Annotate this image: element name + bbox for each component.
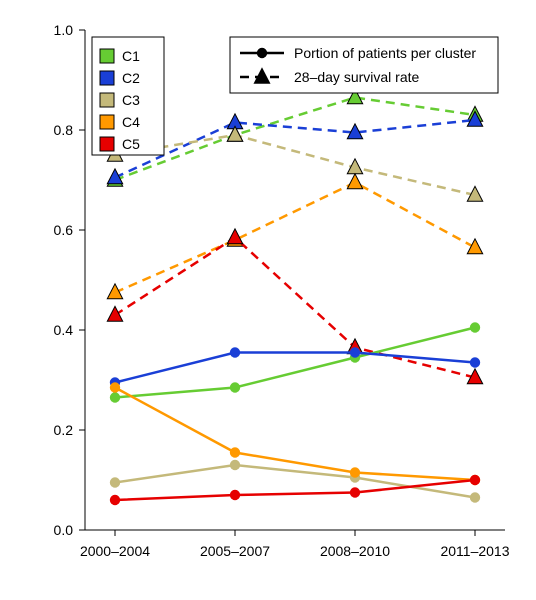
legend-label-c2: C2 (122, 70, 140, 86)
portion-point-c1 (230, 382, 240, 392)
y-tick-label: 0.8 (54, 122, 74, 138)
legend-swatch-c3 (100, 93, 114, 107)
line-chart: 0.0 0.2 0.4 0.6 0.8 1.0 2000–2004 2005–2007 2008… (0, 0, 536, 600)
legend-label-c5: C5 (122, 136, 140, 152)
portion-point-c5 (230, 490, 240, 500)
portion-point-c3 (110, 477, 120, 487)
portion-point-c2 (470, 357, 480, 367)
legend-survival-label: 28–day survival rate (294, 69, 420, 85)
legend-portion-label: Portion of patients per cluster (294, 45, 476, 61)
portion-point-c4 (350, 467, 360, 477)
y-tick-label: 0.0 (54, 522, 74, 538)
portion-point-c4 (230, 447, 240, 457)
portion-point-c2 (230, 347, 240, 357)
x-tick-label: 2011–2013 (440, 543, 509, 559)
x-tick-label: 2000–2004 (80, 543, 150, 559)
legend-swatch-c1 (100, 49, 114, 63)
legend-label-c4: C4 (122, 114, 140, 130)
y-tick-label: 0.6 (54, 222, 74, 238)
portion-point-c5 (470, 475, 480, 485)
portion-point-c1 (470, 322, 480, 332)
legend-swatch-c4 (100, 115, 114, 129)
y-tick-label: 0.2 (54, 422, 74, 438)
y-tick-label: 0.4 (54, 322, 74, 338)
y-tick-label: 1.0 (54, 22, 74, 38)
legend-swatch-c2 (100, 71, 114, 85)
legend-label-c3: C3 (122, 92, 140, 108)
portion-point-c5 (110, 495, 120, 505)
x-tick-label: 2008–2010 (320, 543, 390, 559)
portion-point-c3 (230, 460, 240, 470)
legend-swatch-c5 (100, 137, 114, 151)
legend-circle-icon (257, 48, 267, 58)
legend-label-c1: C1 (122, 48, 140, 64)
portion-point-c5 (350, 487, 360, 497)
portion-point-c3 (470, 492, 480, 502)
portion-point-c4 (110, 382, 120, 392)
portion-point-c1 (110, 392, 120, 402)
portion-point-c2 (350, 347, 360, 357)
x-tick-label: 2005–2007 (200, 543, 270, 559)
